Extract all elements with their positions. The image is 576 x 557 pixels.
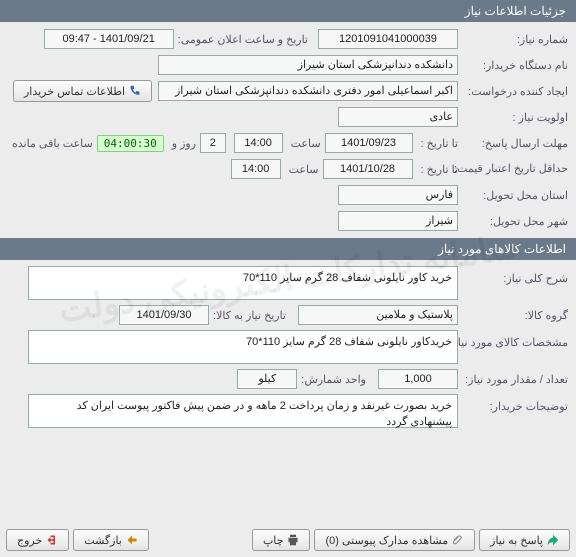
creator-value: اکبر اسماعیلی امور دفتری دانشکده دندانپز… [158, 81, 458, 101]
announce-label: تاریخ و ساعت اعلان عمومی: [174, 33, 308, 46]
goods-form: شرح کلی نیاز: خرید کاور نایلونی شفاف 28 … [0, 260, 576, 434]
exit-label: خروج [17, 534, 42, 547]
summary-value: خرید کاور نایلونی شفاف 28 گرم سایز 110*7… [28, 266, 458, 300]
print-label: چاپ [263, 534, 284, 547]
spec-label: مشخصات کالای مورد نیاز: [458, 330, 568, 349]
attachment-icon [452, 534, 464, 546]
bottom-toolbar: پاسخ به نیاز مشاهده مدارک پیوستی (0) چاپ… [6, 529, 570, 551]
remain-label: ساعت باقی مانده [8, 137, 93, 150]
price-validity-time: 14:00 [231, 159, 281, 179]
exit-button[interactable]: خروج [6, 529, 69, 551]
reply-button[interactable]: پاسخ به نیاز [479, 529, 570, 551]
back-icon [126, 534, 138, 546]
print-icon [287, 534, 299, 546]
buyer-label: نام دستگاه خریدار: [458, 59, 568, 72]
reply-icon [547, 534, 559, 546]
need-info-form: شماره نیاز: 1201091041000039 تاریخ و ساع… [0, 22, 576, 238]
creator-label: ایجاد کننده درخواست: [458, 85, 568, 98]
unit-value: کیلو [237, 369, 297, 389]
city-value: شیراز [338, 211, 458, 231]
city-label: شهر محل تحویل: [458, 215, 568, 228]
priority-value: عادی [338, 107, 458, 127]
deadline-label: مهلت ارسال پاسخ: [458, 137, 568, 150]
priority-label: اولویت نیاز : [458, 111, 568, 124]
group-label: گروه کالا: [458, 309, 568, 322]
back-button[interactable]: بازگشت [73, 529, 149, 551]
print-button[interactable]: چاپ [252, 529, 311, 551]
summary-label: شرح کلی نیاز: [458, 266, 568, 285]
back-label: بازگشت [84, 534, 122, 547]
to-date-label-2: تا تاریخ : [417, 163, 458, 176]
buyer-notes-value: خرید بصورت غیرنقد و زمان پرداخت 2 ماهه و… [28, 394, 458, 428]
deadline-date: 1401/09/23 [325, 133, 413, 153]
attachments-button[interactable]: مشاهده مدارک پیوستی (0) [314, 529, 475, 551]
price-validity-label: حداقل تاریخ اعتبار قیمت: [458, 163, 568, 175]
qty-label: تعداد / مقدار مورد نیاز: [458, 373, 568, 386]
section-header-need-details: جزئیات اطلاعات نیاز [0, 0, 576, 22]
group-value: پلاستیک و ملامین [298, 305, 458, 325]
to-date-label-1: تا تاریخ : [417, 137, 458, 150]
contact-buyer-label: اطلاعات تماس خریدار [24, 85, 125, 98]
phone-icon [129, 85, 141, 97]
province-label: استان محل تحویل: [458, 189, 568, 202]
reply-label: پاسخ به نیاز [490, 534, 543, 547]
exit-icon [46, 534, 58, 546]
deadline-time: 14:00 [234, 133, 283, 153]
price-validity-date: 1401/10/28 [323, 159, 413, 179]
days-remaining: 2 [200, 133, 226, 153]
need-by-label: تاریخ نیاز به کالا: [209, 309, 286, 322]
buyer-notes-label: توضیحات خریدار: [458, 394, 568, 413]
countdown-timer: 04:00:30 [97, 135, 164, 152]
unit-label: واحد شمارش: [297, 373, 366, 386]
need-no-label: شماره نیاز: [458, 33, 568, 46]
province-value: فارس [338, 185, 458, 205]
qty-value: 1,000 [378, 369, 458, 389]
need-by-value: 1401/09/30 [119, 305, 209, 325]
section-header-goods: اطلاعات کالاهای مورد نیاز [0, 238, 576, 260]
days-label: روز و [168, 137, 196, 150]
announce-value: 1401/09/21 - 09:47 [44, 29, 174, 49]
time-label-1: ساعت [287, 137, 321, 150]
contact-buyer-button[interactable]: اطلاعات تماس خریدار [13, 80, 152, 102]
spec-value: خریدکاور نایلونی شفاف 28 گرم سایز 110*70 [28, 330, 458, 364]
time-label-2: ساعت [285, 163, 319, 176]
buyer-value: دانشکده دندانپزشکی استان شیراز [158, 55, 458, 75]
attachments-label: مشاهده مدارک پیوستی (0) [325, 534, 448, 547]
need-no-value: 1201091041000039 [318, 29, 458, 49]
